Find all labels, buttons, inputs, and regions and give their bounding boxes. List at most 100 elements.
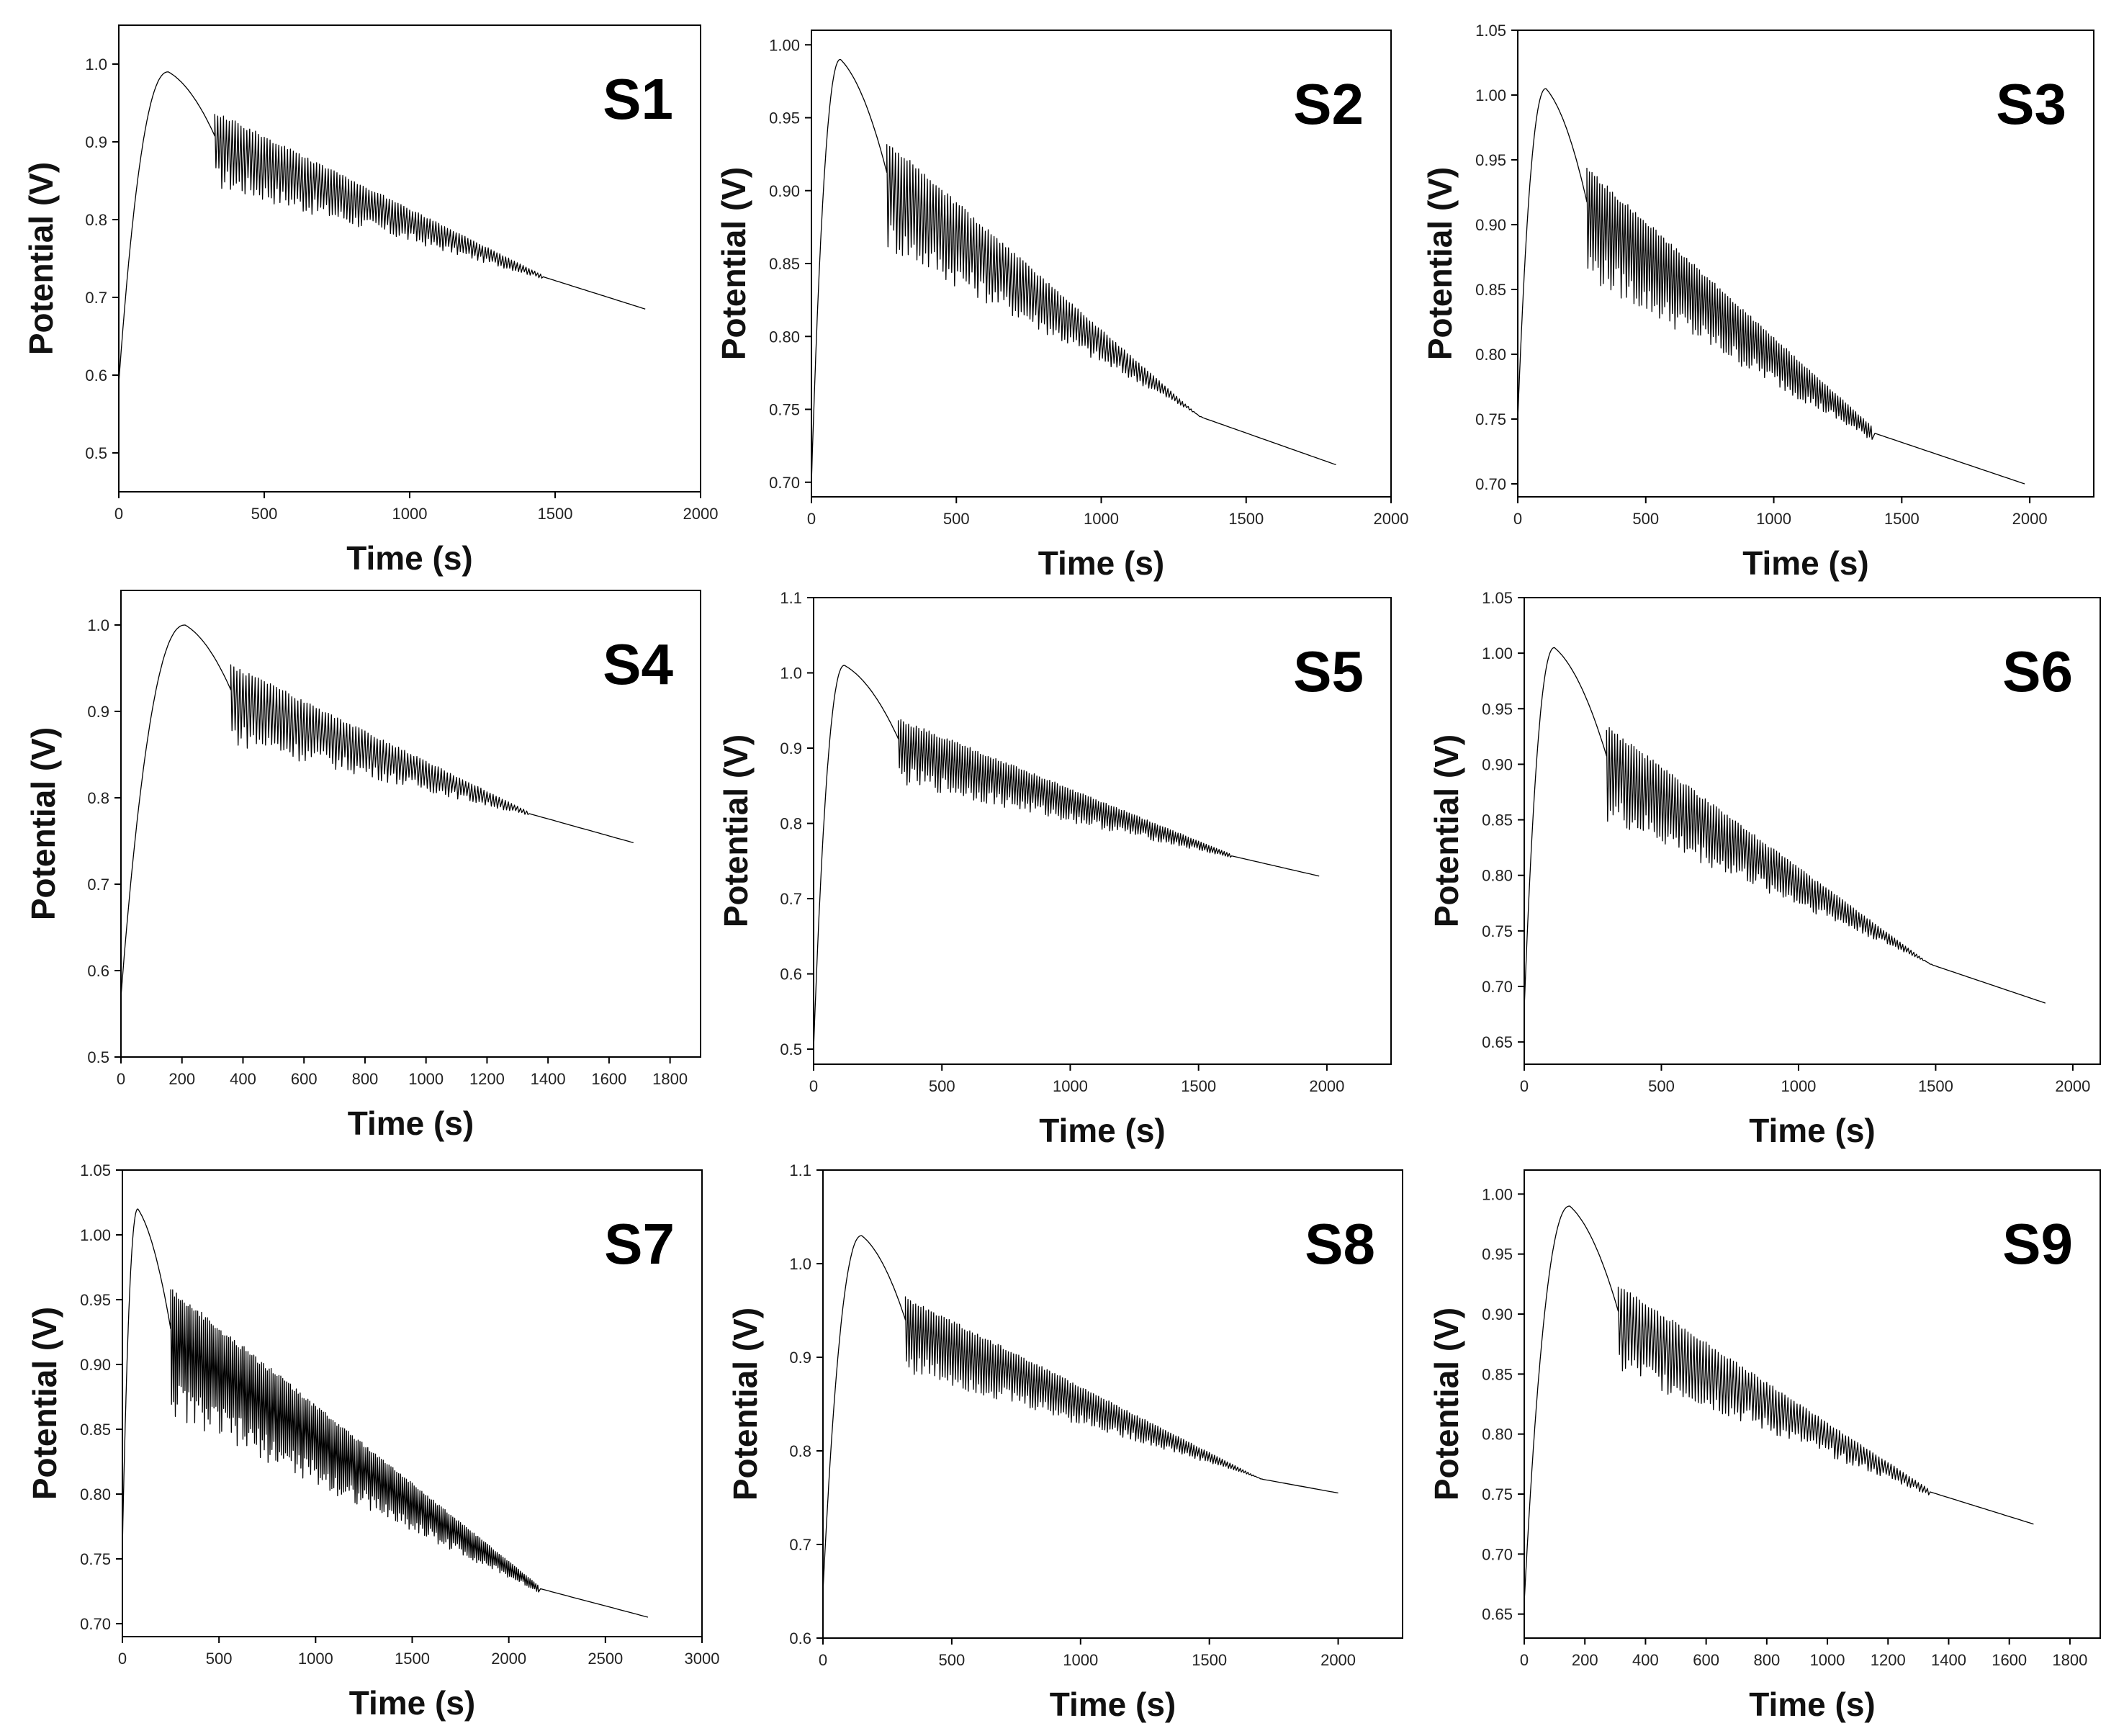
x-tick-label: 1500 <box>538 505 573 523</box>
x-tick-label: 1500 <box>1181 1077 1216 1095</box>
y-tick-label: 1.0 <box>780 665 802 683</box>
x-tick-label: 1500 <box>1918 1077 1953 1095</box>
x-tick-label: 1600 <box>591 1070 626 1088</box>
x-tick-label: 1600 <box>1992 1651 2027 1669</box>
x-tick-label: 1000 <box>1084 510 1119 528</box>
y-tick-label: 0.95 <box>80 1291 111 1309</box>
potential-trace <box>118 71 646 383</box>
y-tick-label: 0.95 <box>1482 700 1513 718</box>
x-tick-label: 1400 <box>1931 1651 1966 1669</box>
panel-s5: 0 500 1000 1500 2000 0.5 0.6 0.7 0.8 0.9 1.0 1.1 Tim… <box>717 589 1392 1149</box>
potential-trace <box>813 665 1320 1050</box>
x-tick-label: 0 <box>807 510 816 528</box>
y-tick-label: 0.85 <box>80 1421 111 1439</box>
x-tick-label: 600 <box>1693 1651 1719 1669</box>
x-tick-label: 1000 <box>1063 1651 1098 1669</box>
y-tick-label: 0.5 <box>780 1040 802 1058</box>
y-tick-label: 0.7 <box>789 1536 811 1554</box>
panel-s1: 0 500 1000 1500 2000 0.5 0.6 0.7 0.8 0.9 1.0 Time (… <box>22 24 719 577</box>
y-tick-label: 0.85 <box>769 255 800 273</box>
y-tick-label: 0.7 <box>87 876 109 894</box>
x-tick-label: 1200 <box>469 1070 505 1088</box>
x-tick-label: 500 <box>251 505 278 523</box>
potential-trace <box>822 1235 1338 1592</box>
potential-trace <box>122 1208 649 1618</box>
x-tick-label: 500 <box>939 1651 966 1669</box>
panel-label: S7 <box>604 1212 675 1276</box>
y-tick-label: 0.90 <box>769 182 800 200</box>
y-tick-label: 0.7 <box>85 289 107 307</box>
plot-frame <box>822 1169 1403 1639</box>
y-tick-label: 0.6 <box>780 966 802 984</box>
x-tick-label: 1500 <box>395 1650 430 1668</box>
y-tick-label: 0.75 <box>769 401 800 419</box>
y-tick-label: 0.85 <box>1482 811 1513 829</box>
x-tick-label: 0 <box>819 1651 827 1669</box>
panel-s3: 0 500 1000 1500 2000 0.70 0.75 0.80 0.85 0.90 0.95… <box>1421 22 2094 582</box>
x-tick-label: 400 <box>1632 1651 1659 1669</box>
panel-s7: 0 500 1000 1500 2000 2500 3000 0.70 0.75 0.80 0.85… <box>26 1161 719 1722</box>
y-tick-label: 0.8 <box>780 815 802 833</box>
x-tick-label: 600 <box>291 1070 318 1088</box>
x-tick-label: 2500 <box>588 1650 623 1668</box>
panel-label: S4 <box>603 632 673 696</box>
x-tick-label: 2000 <box>2012 510 2048 528</box>
x-axis-title: Time (s) <box>349 1684 476 1722</box>
panel-label: S9 <box>2002 1212 2073 1276</box>
y-tick-label: 0.9 <box>789 1349 811 1367</box>
panel-s4: 0 200 400 600 800 1000 1200 1400 1600 1800 0.5 0.6 0… <box>24 590 701 1142</box>
y-tick-label: 1.0 <box>789 1255 811 1273</box>
x-tick-label: 500 <box>943 510 970 528</box>
y-tick-label: 1.05 <box>80 1161 111 1179</box>
panel-s9: 0 200 400 600 800 1000 1200 1400 1600 1800 0.65 0.7… <box>1428 1169 2101 1723</box>
y-tick-label: 0.8 <box>87 789 109 807</box>
y-tick-label: 0.95 <box>1475 151 1506 169</box>
y-tick-label: 0.70 <box>1482 978 1513 996</box>
y-tick-label: 0.70 <box>1482 1545 1513 1563</box>
potential-trace <box>1517 88 2025 485</box>
x-tick-label: 1800 <box>2052 1651 2087 1669</box>
potential-trace <box>1524 1205 2034 1603</box>
y-tick-label: 1.00 <box>769 36 800 54</box>
x-tick-label: 1500 <box>1884 510 1920 528</box>
x-tick-label: 1500 <box>1192 1651 1227 1669</box>
y-tick-label: 0.80 <box>769 328 800 346</box>
y-tick-label: 0.6 <box>85 366 107 384</box>
x-tick-label: 800 <box>1753 1651 1780 1669</box>
y-tick-label: 0.80 <box>1482 867 1513 885</box>
y-tick-label: 0.80 <box>1475 346 1506 364</box>
y-tick-label: 0.90 <box>1475 216 1506 234</box>
y-tick-label: 0.90 <box>1482 1305 1513 1323</box>
x-tick-label: 800 <box>352 1070 379 1088</box>
y-tick-label: 0.70 <box>769 474 800 492</box>
y-tick-label: 1.00 <box>1482 1185 1513 1203</box>
y-tick-label: 0.6 <box>87 962 109 980</box>
plot-frame <box>1517 30 2094 498</box>
y-tick-label: 0.7 <box>780 890 802 908</box>
y-tick-label: 0.80 <box>1482 1426 1513 1444</box>
x-tick-label: 1000 <box>1053 1077 1088 1095</box>
x-tick-label: 1800 <box>652 1070 688 1088</box>
y-tick-label: 0.95 <box>1482 1246 1513 1264</box>
x-tick-label: 2000 <box>683 505 719 523</box>
x-tick-label: 0 <box>1520 1077 1529 1095</box>
x-tick-label: 1400 <box>531 1070 566 1088</box>
y-axis-title: Potential (V) <box>717 734 755 927</box>
x-tick-label: 2000 <box>1320 1651 1356 1669</box>
x-axis-title: Time (s) <box>1749 1686 1876 1723</box>
y-tick-label: 1.05 <box>1475 22 1506 40</box>
x-axis-title: Time (s) <box>1742 544 1869 582</box>
y-tick-label: 0.8 <box>789 1442 811 1460</box>
x-tick-label: 2000 <box>1309 1077 1344 1095</box>
y-tick-label: 0.9 <box>87 703 109 721</box>
y-tick-label: 1.1 <box>780 589 802 607</box>
x-tick-label: 1000 <box>392 505 428 523</box>
y-tick-label: 0.80 <box>80 1485 111 1503</box>
y-tick-label: 1.00 <box>1482 644 1513 662</box>
panel-s6: 0 500 1000 1500 2000 0.65 0.70 0.75 0.80 0.85 0.90… <box>1428 589 2101 1149</box>
panel-label: S5 <box>1293 639 1364 703</box>
x-tick-label: 2000 <box>491 1650 526 1668</box>
y-tick-label: 0.70 <box>80 1615 111 1633</box>
y-tick-label: 0.90 <box>80 1356 111 1374</box>
x-tick-label: 1000 <box>1781 1077 1816 1095</box>
